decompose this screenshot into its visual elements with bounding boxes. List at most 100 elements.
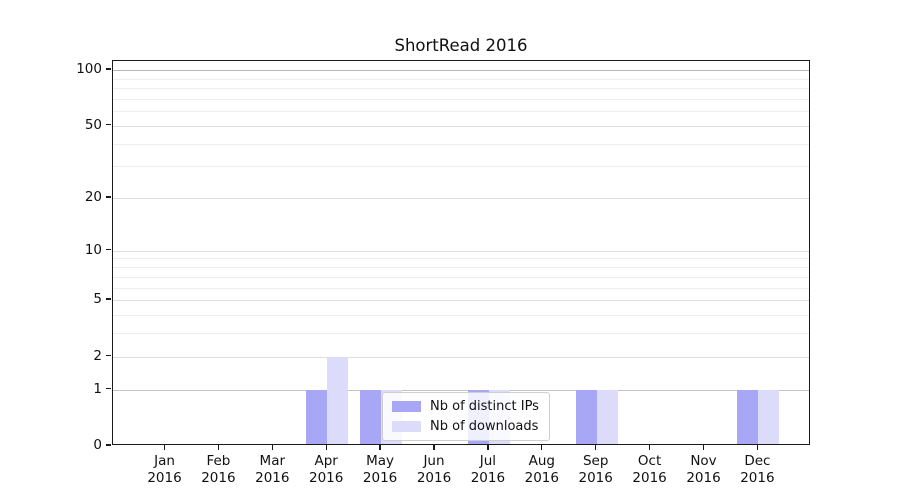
plot-area: Nb of distinct IPs Nb of downloads bbox=[112, 60, 810, 445]
x-tick-mark-aug bbox=[541, 445, 543, 450]
y-tick-mark-100 bbox=[106, 68, 111, 70]
x-tick-year: 2016 bbox=[201, 469, 236, 486]
x-tick-label-nov: Nov 2016 bbox=[674, 453, 734, 487]
gridline-y-100 bbox=[113, 70, 809, 71]
gridline-y-5 bbox=[113, 300, 809, 301]
y-tick-label-100: 100 bbox=[76, 61, 102, 77]
bar-distinct_ips-sep bbox=[575, 389, 597, 445]
gridline-y-9 bbox=[113, 258, 809, 260]
x-tick-mark-mar bbox=[271, 445, 273, 450]
x-tick-month: Jun bbox=[423, 453, 445, 469]
y-tick-mark-5 bbox=[106, 298, 111, 300]
y-tick-label-5: 5 bbox=[93, 291, 102, 307]
y-tick-label-20: 20 bbox=[84, 189, 102, 205]
y-tick-label-0: 0 bbox=[93, 437, 102, 453]
x-tick-mark-jan bbox=[163, 445, 166, 450]
x-tick-label-aug: Aug 2016 bbox=[512, 453, 572, 487]
x-tick-month: Feb bbox=[206, 453, 231, 469]
x-tick-month: Sep bbox=[582, 453, 609, 469]
x-tick-month: Jan bbox=[154, 453, 175, 469]
legend-label: Nb of downloads bbox=[430, 419, 539, 434]
x-tick-label-sep: Sep 2016 bbox=[566, 453, 626, 487]
x-tick-month: Nov bbox=[690, 453, 717, 469]
gridline-y-10 bbox=[113, 250, 809, 252]
x-tick-label-dec: Dec 2016 bbox=[727, 453, 787, 487]
x-tick-month: May bbox=[366, 453, 395, 469]
gridline-y-6 bbox=[113, 287, 809, 289]
y-tick-mark-0 bbox=[106, 444, 111, 446]
gridline-y-4 bbox=[113, 314, 809, 316]
x-tick-year: 2016 bbox=[524, 469, 559, 486]
x-tick-label-jun: Jun 2016 bbox=[404, 453, 464, 487]
x-tick-label-apr: Apr 2016 bbox=[296, 453, 356, 487]
x-tick-year: 2016 bbox=[686, 469, 721, 486]
x-tick-year: 2016 bbox=[147, 469, 182, 486]
chart-title: ShortRead 2016 bbox=[394, 36, 528, 55]
x-tick-month: Dec bbox=[744, 453, 771, 469]
legend-swatch-distinct_ips bbox=[392, 401, 421, 412]
gridline-y-3 bbox=[113, 333, 809, 335]
x-tick-mark-dec bbox=[756, 445, 759, 450]
x-tick-year: 2016 bbox=[740, 469, 775, 486]
gridline-y-1 bbox=[113, 389, 809, 391]
x-tick-mark-jul bbox=[487, 445, 489, 450]
x-tick-label-feb: Feb 2016 bbox=[188, 453, 248, 487]
bar-downloads-apr bbox=[327, 356, 349, 445]
x-tick-year: 2016 bbox=[578, 469, 613, 486]
x-tick-month: Apr bbox=[314, 453, 338, 469]
gridline-y-20 bbox=[113, 198, 809, 199]
x-tick-month: Mar bbox=[259, 453, 286, 469]
y-tick-mark-50 bbox=[106, 124, 111, 126]
y-tick-label-1: 1 bbox=[93, 380, 102, 397]
x-tick-year: 2016 bbox=[309, 469, 344, 486]
x-tick-label-oct: Oct 2016 bbox=[620, 453, 680, 487]
x-tick-year: 2016 bbox=[416, 469, 452, 486]
gridline-y-40 bbox=[113, 143, 809, 145]
x-tick-month: Aug bbox=[528, 453, 555, 469]
x-tick-mark-nov bbox=[702, 445, 705, 450]
y-tick-label-10: 10 bbox=[84, 241, 102, 258]
y-tick-mark-2 bbox=[106, 354, 111, 357]
x-tick-label-mar: Mar 2016 bbox=[242, 453, 302, 487]
x-tick-mark-sep bbox=[595, 445, 597, 450]
legend: Nb of distinct IPs Nb of downloads bbox=[382, 392, 550, 441]
x-tick-month: Oct bbox=[637, 453, 662, 469]
gridline-y-8 bbox=[113, 267, 809, 268]
x-tick-label-jan: Jan 2016 bbox=[135, 453, 195, 487]
y-tick-mark-10 bbox=[106, 248, 111, 251]
legend-item-distinct_ips: Nb of distinct IPs bbox=[392, 399, 539, 414]
x-tick-mark-apr bbox=[325, 445, 327, 450]
bar-downloads-dec bbox=[758, 389, 780, 445]
legend-label: Nb of distinct IPs bbox=[430, 399, 539, 414]
gridline-y-60 bbox=[113, 111, 809, 113]
gridline-y-90 bbox=[113, 78, 809, 80]
x-tick-year: 2016 bbox=[632, 469, 667, 486]
gridline-y-70 bbox=[113, 98, 809, 100]
x-tick-mark-feb bbox=[217, 445, 220, 450]
gridline-y-80 bbox=[113, 88, 809, 89]
bar-downloads-sep bbox=[596, 389, 618, 445]
y-tick-mark-1 bbox=[106, 387, 111, 390]
x-tick-year: 2016 bbox=[362, 469, 398, 486]
y-tick-label-2: 2 bbox=[93, 347, 102, 364]
x-tick-year: 2016 bbox=[255, 469, 290, 486]
gridline-y-2 bbox=[113, 356, 809, 358]
gridline-y-7 bbox=[113, 276, 809, 278]
gridline-y-30 bbox=[113, 166, 809, 168]
bar-distinct_ips-apr bbox=[306, 389, 328, 445]
x-tick-mark-jun bbox=[433, 445, 435, 450]
legend-swatch-downloads bbox=[392, 421, 421, 432]
x-tick-mark-may bbox=[379, 445, 381, 450]
x-tick-label-may: May 2016 bbox=[350, 453, 410, 487]
x-tick-label-jul: Jul 2016 bbox=[458, 453, 518, 487]
bar-distinct_ips-may bbox=[360, 389, 382, 445]
bar-distinct_ips-dec bbox=[737, 389, 759, 445]
y-tick-label-50: 50 bbox=[84, 116, 102, 133]
x-tick-year: 2016 bbox=[470, 469, 506, 486]
x-tick-mark-oct bbox=[648, 445, 651, 450]
x-tick-month: Jul bbox=[479, 453, 497, 469]
y-tick-mark-20 bbox=[106, 196, 111, 198]
gridline-y-50 bbox=[113, 125, 809, 127]
legend-item-downloads: Nb of downloads bbox=[392, 419, 539, 434]
